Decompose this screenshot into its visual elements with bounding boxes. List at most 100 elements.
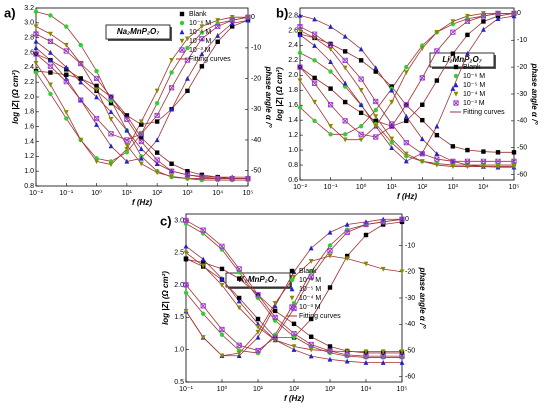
data-point [236, 266, 242, 272]
data-point [363, 359, 369, 365]
data-point [94, 159, 99, 165]
y2-tick-label: -30 [405, 295, 415, 302]
data-point [344, 253, 350, 259]
data-point [311, 80, 318, 86]
data-point [236, 295, 242, 301]
data-point [419, 150, 425, 156]
data-point [328, 24, 333, 29]
data-point [297, 64, 303, 70]
data-point [480, 158, 487, 164]
data-point [363, 232, 369, 238]
y-tick-label: 1.8 [288, 87, 298, 94]
data-point [200, 260, 206, 265]
data-point [327, 243, 333, 248]
data-point [291, 344, 297, 350]
data-point [47, 38, 54, 44]
x-tick-label: 10⁵ [509, 184, 520, 191]
x-tick-label: 10⁰ [356, 183, 367, 191]
data-point [358, 110, 364, 116]
data-point [373, 114, 379, 120]
data-point [434, 78, 440, 83]
data-point [453, 100, 459, 106]
x-tick-label: 10¹ [387, 184, 398, 191]
data-point [219, 266, 225, 272]
data-point [139, 122, 144, 127]
y-tick-label: 1.2 [288, 132, 298, 139]
y2-tick-label: -30 [517, 91, 527, 98]
data-point [358, 131, 364, 137]
data-point [93, 115, 100, 122]
data-point [154, 119, 160, 124]
y2-axis-label: phase angle α /° [264, 65, 273, 128]
data-point [450, 144, 456, 149]
data-point [434, 132, 440, 138]
data-point [48, 91, 53, 97]
data-point [272, 334, 278, 340]
data-point [199, 174, 205, 180]
y-tick-label: 1.8 [24, 109, 34, 116]
data-point [64, 24, 69, 29]
y-tick-label: 1.0 [174, 347, 184, 354]
data-point [344, 229, 350, 235]
y2-tick-label: 0 [251, 14, 255, 21]
legend-label: 10⁻³ M [189, 47, 211, 54]
data-point [200, 263, 206, 269]
data-point [108, 109, 114, 115]
data-point [358, 124, 364, 129]
data-point [199, 24, 205, 30]
compound-label: Li₂MnP₂O₇ [442, 55, 482, 64]
data-point [453, 64, 459, 70]
y-tick-label: 2.6 [24, 49, 34, 56]
legend-label: 10⁻⁶ M [299, 277, 321, 284]
data-point [495, 158, 501, 164]
data-point [200, 303, 206, 309]
data-point [297, 50, 303, 56]
y2-tick-label: -10 [405, 242, 415, 249]
data-point [481, 26, 486, 32]
y2-tick-label: -60 [405, 374, 415, 381]
x-tick-label: 10¹ [253, 386, 264, 393]
y-tick-label: 2.4 [24, 64, 34, 71]
data-point [481, 19, 486, 24]
y-tick-label: 2.2 [24, 79, 34, 86]
y2-tick-label: -20 [251, 75, 261, 82]
data-point [328, 124, 333, 129]
data-point [154, 161, 160, 166]
data-point [312, 118, 317, 124]
data-point [373, 65, 379, 71]
data-point [419, 151, 425, 157]
data-point [495, 16, 501, 21]
data-point [291, 274, 297, 280]
data-point [464, 158, 471, 164]
data-point [236, 298, 242, 304]
data-point [312, 99, 318, 105]
y-tick-label: 1.0 [288, 147, 298, 154]
data-point [373, 98, 379, 105]
data-point [327, 102, 334, 108]
x-axis-label: f (Hz) [397, 192, 417, 201]
data-point [94, 94, 99, 100]
data-point [183, 217, 189, 224]
data-point [373, 69, 378, 74]
y-tick-label: 2.2 [288, 57, 298, 64]
data-point [169, 106, 175, 112]
y2-tick-label: -40 [405, 321, 415, 328]
y-tick-label: 1.0 [24, 168, 34, 175]
x-tick-label: 10⁻¹ [324, 184, 338, 191]
data-point [255, 316, 261, 322]
data-point [200, 311, 206, 316]
y-tick-label: 1.4 [24, 138, 34, 145]
data-point [255, 329, 261, 335]
y-tick-label: 2.0 [288, 72, 298, 79]
data-point [380, 266, 386, 272]
data-point [495, 13, 501, 19]
y-tick-label: 2.4 [288, 42, 298, 49]
legend-label: 10⁻⁵ M [299, 286, 321, 293]
data-point [363, 353, 369, 359]
data-point [124, 143, 130, 148]
data-point [169, 174, 175, 179]
data-point [380, 353, 386, 359]
data-point [342, 99, 348, 105]
data-point [154, 112, 160, 119]
data-point [495, 10, 501, 16]
